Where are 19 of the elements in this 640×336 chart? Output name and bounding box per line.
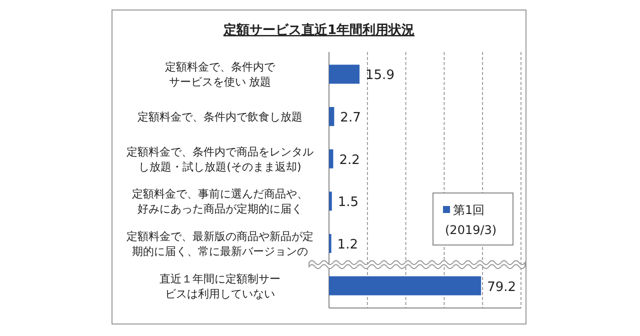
bar <box>329 149 334 168</box>
data-label: 2.7 <box>340 110 361 126</box>
bar <box>329 192 332 211</box>
bar <box>329 64 360 84</box>
y-tick-label: 定額料金で、最新版の商品や新品が定期的に届く、常に最新バージョンの <box>126 230 314 258</box>
y-tick-label: 直近１年間に定額制サービスは利用していない <box>160 272 280 300</box>
y-tick-label: 定額料金で、条件内でサービスを使い 放題 <box>165 60 276 89</box>
chart-title: 定額サービス直近1年間利用状況 <box>222 22 415 38</box>
bar <box>329 276 482 296</box>
legend-label: 第1回 (2019/3) <box>445 203 497 237</box>
data-label: 2.2 <box>339 152 360 168</box>
y-tick-label: 定額料金で、事前に選んだ商品や、好みにあった商品が定期的に届く <box>132 188 308 216</box>
data-label: 79.2 <box>487 280 516 295</box>
data-label: 1.2 <box>337 237 358 252</box>
bar <box>329 107 334 126</box>
y-tick-label: 定額料金で、条件内で飲食し放題 <box>138 110 302 124</box>
y-tick-label: 定額料金で、条件内で商品をレンタルし放題・試し放題(そのまま返却) <box>126 145 314 174</box>
data-label: 15.9 <box>366 68 394 84</box>
data-label: 1.5 <box>338 195 359 210</box>
